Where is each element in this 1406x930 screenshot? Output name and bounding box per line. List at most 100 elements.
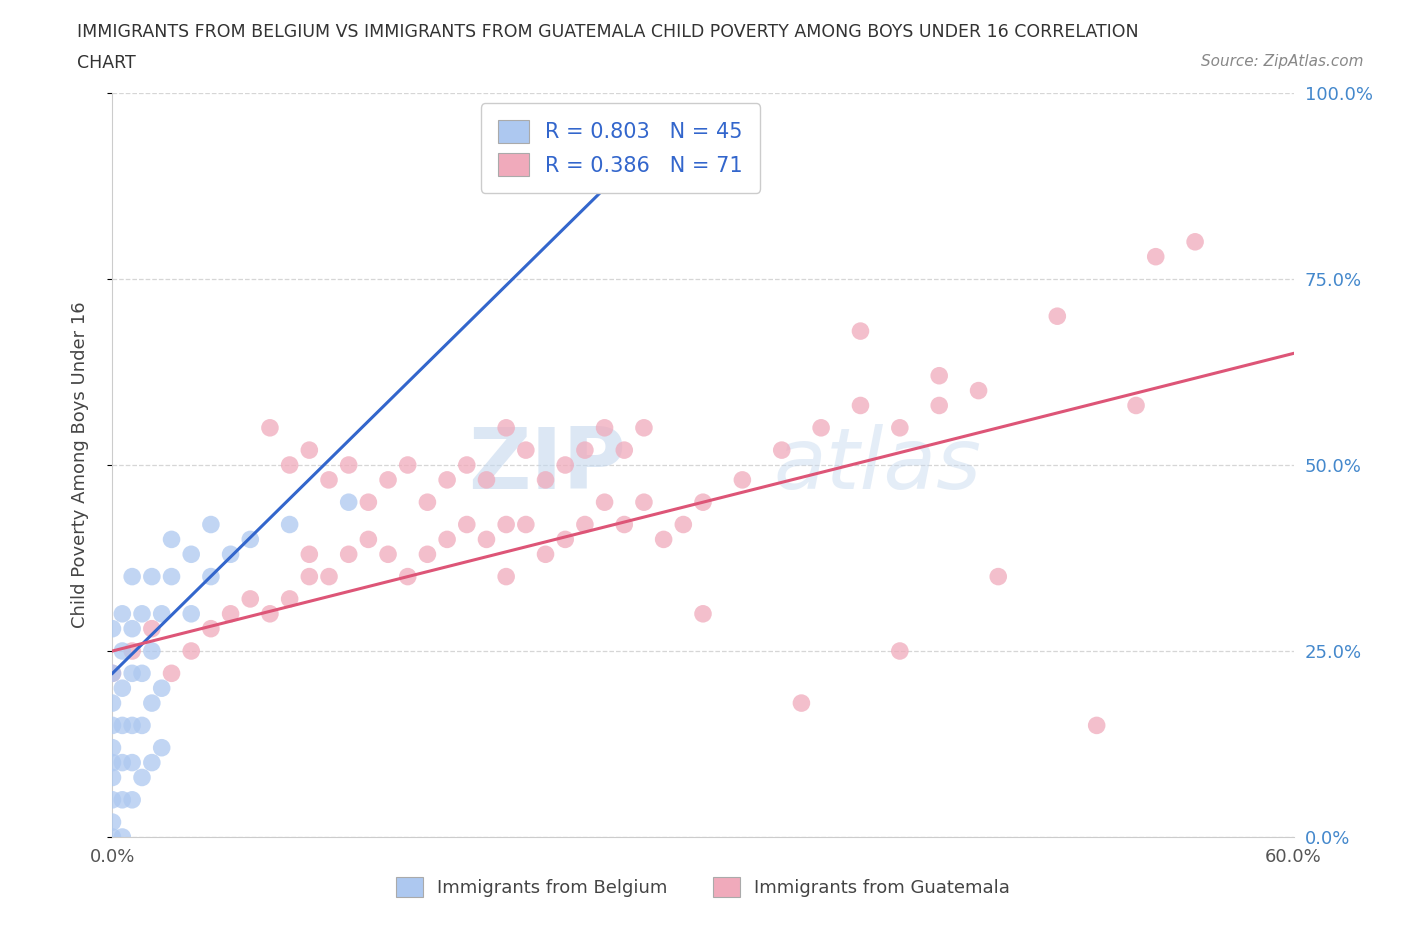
Point (889, 420, 911, 435)
Point (731, 472, 754, 487)
Point (534, 547, 557, 562)
Point (475, 532, 498, 547)
Point (200, 621, 222, 636)
Point (101, 666, 124, 681)
Point (1144, 249, 1167, 264)
Point (456, 458, 478, 472)
Point (180, 644, 202, 658)
Point (515, 443, 537, 458)
Text: CHART: CHART (77, 54, 136, 72)
Point (396, 458, 419, 472)
Text: ZIP: ZIP (468, 423, 626, 507)
Point (928, 398, 950, 413)
Point (436, 532, 458, 547)
Point (101, 718, 124, 733)
Point (1046, 309, 1069, 324)
Point (141, 696, 163, 711)
Point (160, 532, 183, 547)
Point (416, 495, 439, 510)
Point (436, 472, 458, 487)
Point (219, 547, 242, 562)
Point (633, 420, 655, 435)
Point (692, 606, 714, 621)
Point (652, 123, 675, 138)
Point (131, 666, 153, 681)
Point (111, 718, 134, 733)
Point (692, 495, 714, 510)
Point (337, 495, 360, 510)
Point (121, 569, 143, 584)
Point (111, 606, 134, 621)
Point (770, 443, 793, 458)
Point (849, 398, 872, 413)
Point (259, 420, 281, 435)
Point (633, 495, 655, 510)
Point (200, 517, 222, 532)
Point (150, 740, 173, 755)
Legend: R = 0.803   N = 45, R = 0.386   N = 71: R = 0.803 N = 45, R = 0.386 N = 71 (481, 103, 759, 193)
Point (278, 517, 301, 532)
Point (121, 718, 143, 733)
Point (298, 443, 321, 458)
Point (200, 569, 222, 584)
Point (337, 547, 360, 562)
Point (141, 621, 163, 636)
Point (101, 696, 124, 711)
Point (416, 547, 439, 562)
Point (475, 472, 498, 487)
Point (278, 458, 301, 472)
Point (239, 591, 262, 606)
Point (495, 569, 517, 584)
Point (101, 792, 124, 807)
Point (141, 569, 163, 584)
Point (574, 517, 596, 532)
Point (1125, 398, 1147, 413)
Point (593, 420, 616, 435)
Point (101, 666, 124, 681)
Point (593, 495, 616, 510)
Point (101, 830, 124, 844)
Point (239, 532, 262, 547)
Point (259, 606, 281, 621)
Point (337, 458, 360, 472)
Point (141, 755, 163, 770)
Point (672, 517, 695, 532)
Point (160, 666, 183, 681)
Point (101, 770, 124, 785)
Point (1085, 718, 1108, 733)
Point (121, 621, 143, 636)
Point (318, 569, 340, 584)
Point (613, 517, 636, 532)
Point (456, 517, 478, 532)
Point (396, 569, 419, 584)
Point (121, 755, 143, 770)
Point (219, 606, 242, 621)
Point (111, 830, 134, 844)
Point (141, 644, 163, 658)
Point (357, 495, 380, 510)
Point (131, 718, 153, 733)
Point (849, 324, 872, 339)
Point (121, 666, 143, 681)
Point (298, 569, 321, 584)
Legend: Immigrants from Belgium, Immigrants from Guatemala: Immigrants from Belgium, Immigrants from… (381, 863, 1025, 911)
Point (150, 681, 173, 696)
Point (495, 517, 517, 532)
Point (101, 755, 124, 770)
Point (111, 792, 134, 807)
Text: IMMIGRANTS FROM BELGIUM VS IMMIGRANTS FROM GUATEMALA CHILD POVERTY AMONG BOYS UN: IMMIGRANTS FROM BELGIUM VS IMMIGRANTS FR… (77, 23, 1139, 41)
Point (101, 621, 124, 636)
Point (357, 532, 380, 547)
Point (318, 472, 340, 487)
Point (377, 547, 399, 562)
Point (574, 443, 596, 458)
Point (298, 547, 321, 562)
Point (928, 368, 950, 383)
Point (534, 472, 557, 487)
Point (111, 755, 134, 770)
Point (987, 569, 1010, 584)
Text: Source: ZipAtlas.com: Source: ZipAtlas.com (1201, 54, 1364, 69)
Point (495, 420, 517, 435)
Point (121, 644, 143, 658)
Point (121, 792, 143, 807)
